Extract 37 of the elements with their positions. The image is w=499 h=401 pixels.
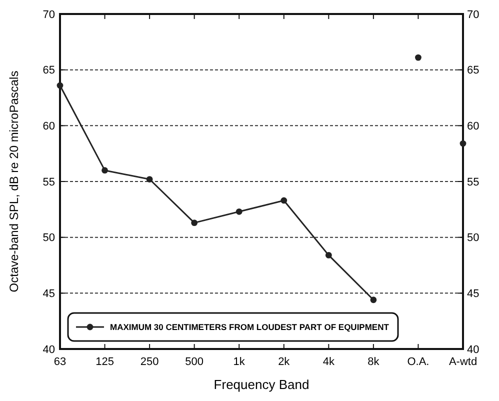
point xyxy=(280,197,288,204)
legend-label: MAXIMUM 30 CENTIMETERS FROM LOUDEST PART OF EQUIPMENT xyxy=(110,322,390,332)
point xyxy=(236,208,242,215)
x-tick-label: O.A. xyxy=(407,356,430,368)
x-tick-label: 125 xyxy=(96,356,114,368)
x-tick-label: A-wtd xyxy=(448,356,478,368)
y-tick-label: 55 xyxy=(42,176,55,188)
point xyxy=(415,54,422,61)
x-tick-label: 500 xyxy=(185,356,204,368)
point xyxy=(56,82,64,89)
x-tick-label: 1k xyxy=(233,356,246,368)
x-tick-label: 250 xyxy=(140,356,159,368)
x-tick-label: 2k xyxy=(278,356,290,368)
y2-tick-label: 65 xyxy=(467,64,480,77)
x-tick-label: 63 xyxy=(54,356,66,368)
point xyxy=(325,252,332,258)
y-axis-title: Octave-band SPL, dB re 20 microPascals xyxy=(7,70,21,292)
y2-tick-label: 55 xyxy=(467,176,480,188)
y2-tick-label: 70 xyxy=(467,8,480,21)
x-tick-label: 4k xyxy=(322,356,335,368)
point xyxy=(102,167,108,174)
point xyxy=(146,176,153,182)
y-tick-label: 70 xyxy=(42,8,55,21)
y-tick-label: 40 xyxy=(42,344,55,356)
point xyxy=(460,140,466,147)
y2-tick-label: 60 xyxy=(467,120,480,133)
x-axis-title: Frequency Band xyxy=(214,377,310,392)
point xyxy=(191,220,198,226)
y-tick-label: 50 xyxy=(42,232,55,244)
y-tick-label: 65 xyxy=(42,64,55,77)
y2-tick-label: 45 xyxy=(467,288,480,300)
y-tick-label: 45 xyxy=(42,288,55,300)
x-tick-label: 8k xyxy=(368,356,380,368)
point xyxy=(370,296,377,304)
y-tick-label: 60 xyxy=(42,120,55,133)
y2-tick-label: 50 xyxy=(467,232,480,244)
y2-tick-label: 40 xyxy=(467,344,480,356)
